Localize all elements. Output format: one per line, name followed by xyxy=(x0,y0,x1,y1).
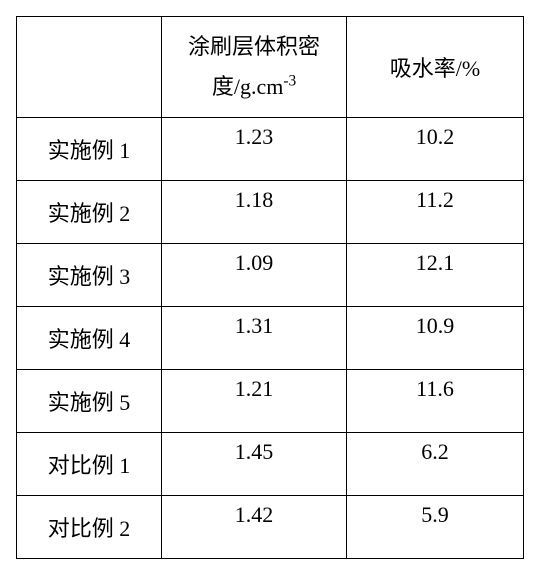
cell-absorb: 11.6 xyxy=(347,370,524,433)
table-row: 对比例 1 1.45 6.2 xyxy=(17,433,524,496)
cell-absorb: 10.9 xyxy=(347,307,524,370)
header-density-line1: 涂刷层体积密 xyxy=(162,27,346,67)
cell-density: 1.09 xyxy=(162,244,347,307)
cell-absorb: 10.2 xyxy=(347,118,524,181)
table-row: 实施例 2 1.18 11.2 xyxy=(17,181,524,244)
row-label: 实施例 3 xyxy=(17,244,162,307)
cell-density: 1.42 xyxy=(162,496,347,559)
cell-density: 1.45 xyxy=(162,433,347,496)
cell-absorb: 5.9 xyxy=(347,496,524,559)
header-empty xyxy=(17,17,162,118)
cell-density: 1.31 xyxy=(162,307,347,370)
data-table: 涂刷层体积密 度/g.cm-3 吸水率/% 实施例 1 1.23 10.2 实施… xyxy=(16,16,524,559)
cell-density: 1.18 xyxy=(162,181,347,244)
header-absorb: 吸水率/% xyxy=(347,17,524,118)
cell-density: 1.21 xyxy=(162,370,347,433)
row-label: 对比例 1 xyxy=(17,433,162,496)
row-label: 实施例 5 xyxy=(17,370,162,433)
row-label: 实施例 2 xyxy=(17,181,162,244)
header-density-line2: 度/g.cm-3 xyxy=(162,67,346,107)
table-row: 实施例 3 1.09 12.1 xyxy=(17,244,524,307)
row-label: 实施例 1 xyxy=(17,118,162,181)
row-label: 实施例 4 xyxy=(17,307,162,370)
table-header-row: 涂刷层体积密 度/g.cm-3 吸水率/% xyxy=(17,17,524,118)
cell-density: 1.23 xyxy=(162,118,347,181)
cell-absorb: 11.2 xyxy=(347,181,524,244)
table-body: 实施例 1 1.23 10.2 实施例 2 1.18 11.2 实施例 3 1.… xyxy=(17,118,524,559)
cell-absorb: 12.1 xyxy=(347,244,524,307)
header-density: 涂刷层体积密 度/g.cm-3 xyxy=(162,17,347,118)
table-row: 实施例 4 1.31 10.9 xyxy=(17,307,524,370)
table-row: 实施例 1 1.23 10.2 xyxy=(17,118,524,181)
cell-absorb: 6.2 xyxy=(347,433,524,496)
table-row: 对比例 2 1.42 5.9 xyxy=(17,496,524,559)
table-row: 实施例 5 1.21 11.6 xyxy=(17,370,524,433)
row-label: 对比例 2 xyxy=(17,496,162,559)
